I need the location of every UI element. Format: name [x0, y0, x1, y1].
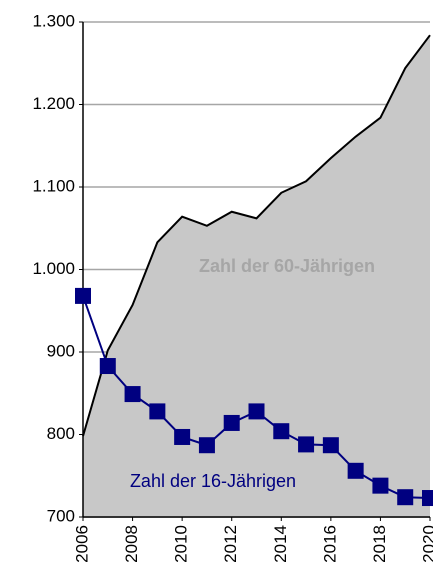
y-tick-label: 700: [47, 506, 75, 525]
y-tick-label: 1.100: [32, 176, 75, 195]
marker: [422, 490, 433, 507]
x-tick-label: 2020: [419, 525, 433, 563]
line-layer: [75, 287, 433, 507]
marker: [397, 489, 414, 506]
x-tick-label: 2006: [72, 525, 91, 563]
y-tick-label: 1.300: [32, 11, 75, 30]
marker: [223, 414, 240, 431]
area-outline: [82, 34, 431, 437]
area-label: Zahl der 60-Jährigen: [199, 256, 375, 276]
marker: [99, 358, 116, 375]
marker: [273, 423, 290, 440]
x-tick-label: 2010: [172, 525, 191, 563]
marker: [322, 437, 339, 454]
marker: [75, 287, 91, 304]
x-tick-label: 2008: [122, 525, 141, 563]
x-tick-label: 2018: [370, 525, 389, 563]
marker: [149, 403, 166, 420]
x-tick-label: 2016: [320, 525, 339, 563]
line-label: Zahl der 16-Jährigen: [130, 471, 296, 491]
x-tick-label: 2012: [221, 525, 240, 563]
y-tick-label: 1.200: [32, 94, 75, 113]
marker: [347, 462, 364, 479]
marker: [372, 477, 389, 494]
y-tick-label: 900: [47, 341, 75, 360]
marker: [248, 403, 265, 420]
marker: [198, 437, 215, 454]
marker: [298, 436, 315, 453]
y-tick-label: 800: [47, 424, 75, 443]
marker: [124, 386, 141, 403]
y-tick-label: 1.000: [32, 259, 75, 278]
marker: [174, 428, 191, 445]
x-tick-label: 2014: [271, 525, 290, 563]
area-layer: [82, 34, 431, 517]
area: [83, 35, 430, 517]
